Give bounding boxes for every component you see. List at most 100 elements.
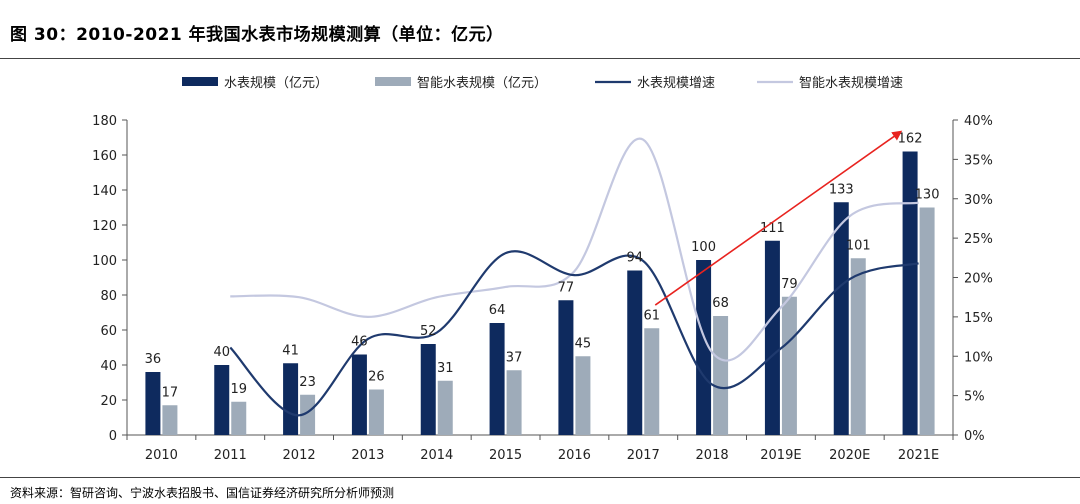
bottom-rule (0, 477, 1080, 478)
bar-value-label: 45 (575, 336, 592, 351)
chart-title: 图 30：2010-2021 年我国水表市场规模测算（单位：亿元） (10, 25, 504, 45)
water-meter-bar (351, 354, 367, 435)
bar-value-label: 94 (626, 251, 643, 266)
left-tick-label: 180 (92, 114, 117, 129)
water-meter-bar (764, 240, 780, 435)
bar-value-label: 31 (437, 361, 454, 376)
x-tick-label: 2021E (898, 448, 939, 463)
water-meter-bar (145, 372, 161, 435)
smart-meter-bar (300, 394, 316, 435)
x-tick-label: 2019E (760, 448, 801, 463)
bar-value-label: 130 (915, 188, 940, 203)
smart-meter-bar (713, 316, 729, 435)
smart-meter-bar (506, 370, 522, 435)
bar-value-label: 101 (846, 238, 871, 253)
tick-labels: 0 20 40 60 80 100 120 140 160 180 0% 5% 10% 15% 20% 25%… (92, 114, 993, 463)
bar-value-label: 46 (351, 335, 368, 350)
left-tick-label: 40 (100, 359, 117, 374)
x-tick-label: 2020E (829, 448, 870, 463)
left-tick-label: 80 (100, 289, 117, 304)
axes (122, 119, 958, 440)
right-tick-label: 30% (964, 193, 993, 208)
source-note: 资料来源：智研咨询、宁波水表招股书、国信证券经济研究所分析师预测 (10, 486, 395, 500)
x-tick-label: 2011 (214, 448, 247, 463)
smart-meter-bar (162, 405, 178, 435)
bar-value-label: 68 (712, 296, 729, 311)
bar-value-label: 79 (781, 277, 798, 292)
bars (145, 151, 935, 435)
smart-meter-growth-line (230, 137, 919, 362)
bar-value-label: 133 (829, 182, 854, 197)
left-tick-label: 140 (92, 184, 117, 199)
bar-value-label: 52 (420, 324, 437, 339)
right-tick-label: 0% (964, 429, 985, 444)
x-tick-label: 2014 (420, 448, 453, 463)
left-tick-label: 20 (100, 394, 117, 409)
legend-label: 水表规模增速 (637, 76, 715, 91)
x-tick-label: 2010 (145, 448, 178, 463)
right-tick-label: 10% (964, 350, 993, 365)
bar-value-label: 41 (282, 343, 299, 358)
smart-meter-bar (437, 380, 453, 435)
left-tick-label: 60 (100, 324, 117, 339)
legend-label: 智能水表规模增速 (799, 76, 903, 91)
smart-meter-bar (231, 401, 247, 435)
data-labels: 36 40 41 46 52 64 77 94 100 111 133 162 17 19 23 26 31 37… (145, 132, 940, 401)
x-tick-label: 2016 (558, 448, 591, 463)
water-meter-bar (696, 260, 712, 435)
left-tick-label: 160 (92, 149, 117, 164)
water-meter-bar (902, 151, 918, 435)
smart-meter-bar (644, 328, 660, 435)
bar-value-label: 17 (162, 385, 179, 400)
water-meter-bar (214, 365, 230, 435)
smart-meter-bar (919, 207, 935, 435)
right-tick-label: 40% (964, 114, 993, 129)
left-tick-label: 100 (92, 254, 117, 269)
bar-value-label: 23 (299, 375, 316, 390)
legend-label: 水表规模（亿元） (224, 76, 328, 91)
legend-swatch-bar (182, 77, 218, 86)
legend-label: 智能水表规模（亿元） (417, 76, 547, 91)
bar-value-label: 64 (489, 303, 506, 318)
smart-meter-bar (575, 356, 591, 435)
water-meter-bar (833, 202, 849, 435)
right-tick-label: 20% (964, 272, 993, 287)
bar-value-label: 77 (558, 280, 575, 295)
water-meter-bar (420, 344, 436, 435)
right-tick-label: 35% (964, 153, 993, 168)
smart-meter-bar (781, 296, 797, 435)
left-tick-label: 0 (109, 429, 117, 444)
bar-value-label: 100 (691, 240, 716, 255)
bar-value-label: 61 (643, 308, 660, 323)
bar-value-label: 162 (898, 132, 923, 147)
lines (229, 137, 919, 417)
right-tick-label: 15% (964, 311, 993, 326)
x-tick-label: 2012 (283, 448, 316, 463)
x-tick-label: 2013 (351, 448, 384, 463)
water-meter-bar (489, 323, 505, 435)
water-meter-bar (558, 300, 574, 435)
smart-meter-bar (850, 258, 866, 435)
water-meter-bar (283, 363, 299, 435)
water-meter-growth-line (229, 250, 919, 417)
chart-svg: 水表规模（亿元） 智能水表规模（亿元） 水表规模增速 智能水表规模增速 36 40 41 4… (92, 76, 993, 463)
smart-meter-bar (368, 389, 384, 435)
bar-value-label: 40 (213, 345, 230, 360)
bar-value-label: 26 (368, 370, 385, 385)
x-tick-label: 2017 (627, 448, 660, 463)
bar-value-label: 37 (506, 350, 523, 365)
water-meter-bar (627, 270, 643, 435)
right-tick-label: 25% (964, 232, 993, 247)
legend-swatch-bar (375, 77, 411, 86)
bar-value-label: 19 (230, 382, 247, 397)
bar-value-label: 36 (145, 352, 162, 367)
annotations (654, 130, 903, 306)
x-tick-label: 2015 (489, 448, 522, 463)
legend: 水表规模（亿元） 智能水表规模（亿元） 水表规模增速 智能水表规模增速 (182, 76, 903, 91)
trend-arrow (654, 130, 903, 306)
right-tick-label: 5% (964, 390, 985, 405)
bar-value-label: 111 (760, 221, 785, 236)
left-tick-label: 120 (92, 219, 117, 234)
x-tick-label: 2018 (696, 448, 729, 463)
top-rule (0, 58, 1080, 59)
